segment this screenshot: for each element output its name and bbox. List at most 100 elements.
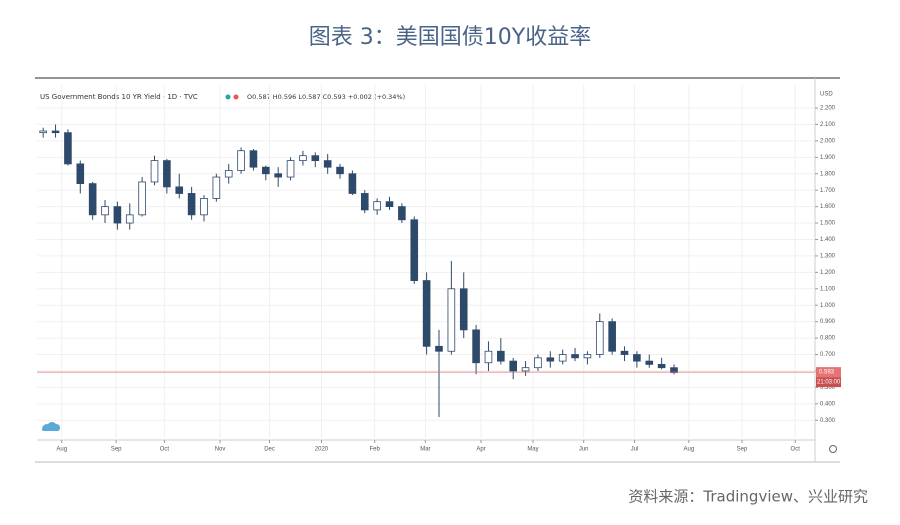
time-label-box xyxy=(816,377,841,388)
candle-body xyxy=(348,173,357,194)
candle-body xyxy=(323,160,332,168)
candle-body xyxy=(299,155,307,162)
candle-body xyxy=(633,354,641,362)
status-dot xyxy=(233,94,239,100)
candle-body xyxy=(657,363,666,369)
candle-body xyxy=(534,357,542,369)
x-tick-label: Sep xyxy=(111,447,122,453)
y-tick-label: 0.300 xyxy=(820,418,836,424)
x-tick-label: Apr xyxy=(476,447,485,453)
x-tick-label: Oct xyxy=(160,447,170,453)
candle-body xyxy=(237,150,245,171)
y-tick-label: 1.500 xyxy=(820,221,836,227)
y-tick-label: 1.600 xyxy=(820,204,836,210)
y-tick-label: 1.400 xyxy=(820,237,836,243)
y-tick-label: 1.100 xyxy=(820,286,836,292)
candle-body xyxy=(125,214,134,224)
candle-body xyxy=(571,354,579,359)
candle-body xyxy=(51,130,60,134)
plot: 0.3000.4000.5000.6000.7000.8000.9001.000… xyxy=(37,85,841,453)
y-tick-label: 1.300 xyxy=(820,254,836,260)
y-tick-label: 1.200 xyxy=(820,270,836,276)
candle-body xyxy=(447,288,456,352)
source: 资料来源：Tradingview、兴业研究 xyxy=(628,488,868,506)
candle-body xyxy=(274,173,282,178)
candle-body xyxy=(558,354,567,362)
candle-body xyxy=(286,160,295,178)
candle-body xyxy=(472,329,480,364)
x-tick-label: Nov xyxy=(215,447,226,453)
candle-body xyxy=(163,160,171,188)
x-tick-label: Jul xyxy=(631,447,639,453)
x-tick-label: 2020 xyxy=(315,447,329,453)
price-label: 0.593 xyxy=(819,370,835,376)
candle-body xyxy=(360,193,369,211)
candle-body xyxy=(39,130,47,134)
candle-body xyxy=(88,183,97,216)
candle-body xyxy=(175,186,184,194)
candle-body xyxy=(484,350,493,364)
x-tick-label: Feb xyxy=(369,447,380,453)
x-tick-label: Dec xyxy=(264,447,275,453)
y-tick-label: 1.800 xyxy=(820,171,836,177)
status-dot xyxy=(225,94,231,100)
candle-body xyxy=(249,150,258,168)
x-tick-label: Jun xyxy=(579,447,589,453)
candle-body xyxy=(398,206,406,221)
y-tick-label: 2.200 xyxy=(820,106,836,112)
chart-header: US Government Bonds 10 YR Yield · 1D · T… xyxy=(40,93,198,101)
candle-body xyxy=(200,198,208,216)
candle-body xyxy=(670,367,678,374)
candle-body xyxy=(608,321,616,352)
candle-body xyxy=(422,280,431,347)
candle-body xyxy=(336,166,344,175)
title: 图表 3：美国国债10Y收益率 xyxy=(309,25,591,50)
time-label: 21:03:00 xyxy=(817,380,841,386)
candle-body xyxy=(521,367,530,372)
candle-body xyxy=(459,288,468,331)
candle-body xyxy=(224,170,233,178)
y-tick-label: 0.500 xyxy=(820,385,836,391)
candle-body xyxy=(385,201,394,208)
price-label-box xyxy=(816,367,841,378)
candle-body xyxy=(645,360,654,365)
x-tick-label: May xyxy=(527,447,538,453)
y-tick-label: 2.000 xyxy=(820,138,836,144)
candle-body xyxy=(76,163,85,185)
x-tick-label: Sep xyxy=(737,447,748,453)
y-tick-label: 1.900 xyxy=(820,155,836,161)
candle-body xyxy=(546,357,555,362)
x-tick-label: Mar xyxy=(420,447,430,453)
x-tick-label: Aug xyxy=(56,447,67,453)
candle-body xyxy=(410,219,419,281)
candle-body xyxy=(373,201,381,211)
y-tick-label: 0.800 xyxy=(820,336,836,342)
candle-body xyxy=(101,206,109,216)
x-tick-label: Aug xyxy=(683,447,694,453)
y-tick-label: 1.000 xyxy=(820,303,836,309)
candle-body xyxy=(595,321,604,355)
candle-body xyxy=(509,360,518,372)
y-tick-label: 2.100 xyxy=(820,122,836,128)
candle-body xyxy=(150,160,159,183)
candle-body xyxy=(620,350,629,355)
candle-body xyxy=(113,206,122,224)
ohlc-text: O0.587 H0.596 L0.587 C0.593 +0.002 (+0.3… xyxy=(247,93,405,101)
candle-body xyxy=(497,350,505,362)
tv-logo xyxy=(42,422,60,431)
candle-body xyxy=(64,132,72,165)
candle-body xyxy=(212,176,221,199)
candle-body xyxy=(311,155,320,162)
settings-icon[interactable] xyxy=(829,445,837,453)
candle-body xyxy=(435,345,443,352)
currency: USD xyxy=(820,92,833,98)
y-tick-label: 0.900 xyxy=(820,319,836,325)
y-tick-label: 0.400 xyxy=(820,401,836,407)
y-tick-label: 1.700 xyxy=(820,188,836,194)
candle-body xyxy=(583,354,592,359)
candle-body xyxy=(262,166,270,175)
x-tick-label: Oct xyxy=(791,447,801,453)
candle-body xyxy=(187,193,196,216)
